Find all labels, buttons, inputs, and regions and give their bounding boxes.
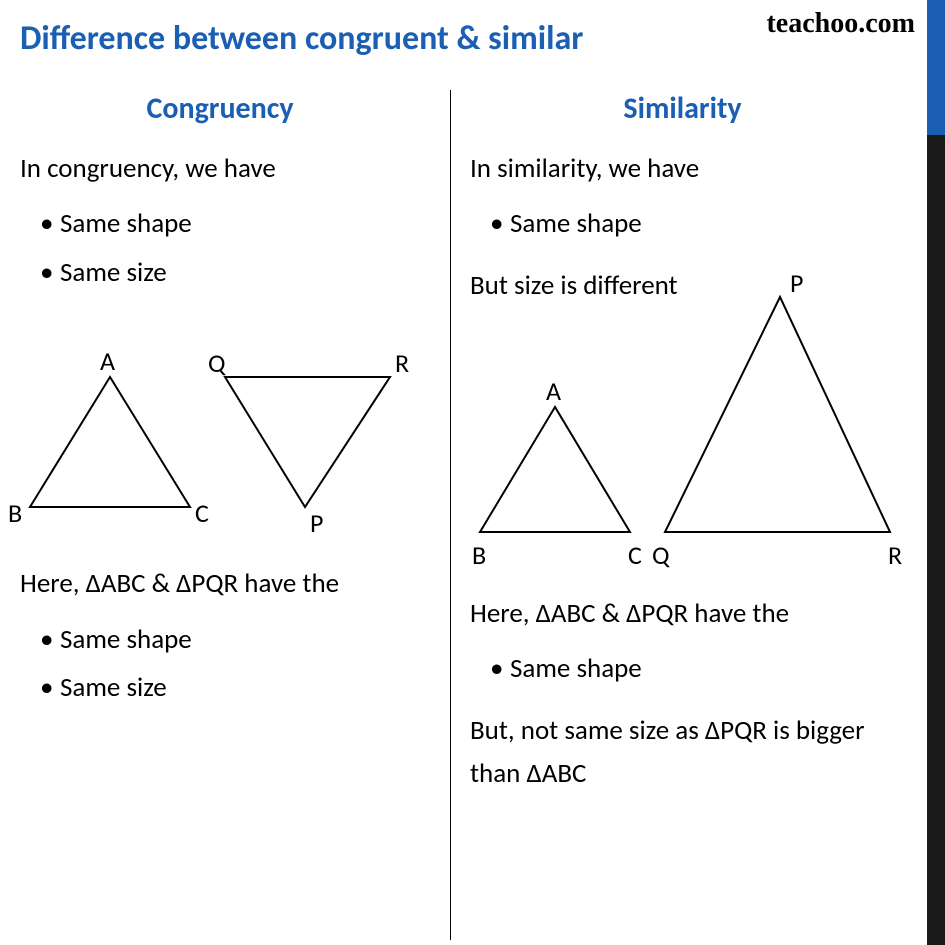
vertex-c2: C	[628, 539, 642, 571]
congruency-bullets-1: Same shape Same size	[60, 200, 420, 297]
congruency-heading: Congruency	[20, 90, 420, 127]
vertex-c: C	[195, 497, 209, 529]
vertex-a: A	[100, 345, 115, 377]
triangle-pqr	[225, 377, 390, 507]
list-item: Same size	[60, 249, 420, 298]
vertex-p2: P	[790, 267, 803, 299]
list-item: Same shape	[60, 616, 420, 665]
vertex-b: B	[8, 497, 22, 529]
list-item: Same size	[60, 664, 420, 713]
triangle-pqr-large	[665, 297, 890, 532]
similarity-conclusion-text: But, not same size as ΔPQR is bigger tha…	[470, 709, 895, 795]
similarity-column: Similarity In similarity, we have Same s…	[470, 90, 925, 805]
vertex-b2: B	[472, 539, 486, 571]
column-divider	[450, 90, 451, 940]
watermark: teachoo.com	[766, 8, 915, 40]
similarity-intro: In similarity, we have	[470, 147, 895, 190]
similarity-subtext: But size is different	[470, 264, 895, 307]
sidebar-dark	[927, 135, 945, 945]
similarity-heading: Similarity	[470, 90, 895, 127]
list-item: Same shape	[60, 200, 420, 249]
vertex-q: Q	[208, 347, 226, 379]
list-item: Same shape	[510, 645, 895, 694]
congruency-diagram: A B C Q R P	[20, 347, 420, 547]
similarity-bullets-2: Same shape	[510, 645, 895, 694]
vertex-r: R	[395, 347, 409, 379]
vertex-p: P	[310, 507, 323, 539]
triangle-abc-small	[480, 407, 630, 532]
triangle-abc	[30, 377, 190, 507]
congruency-intro: In congruency, we have	[20, 147, 420, 190]
list-item: Same shape	[510, 200, 895, 249]
congruency-column: Congruency In congruency, we have Same s…	[0, 90, 450, 728]
similarity-bullets-1: Same shape	[510, 200, 895, 249]
vertex-r2: R	[888, 539, 902, 571]
vertex-a2: A	[546, 375, 561, 407]
sidebar-blue	[927, 0, 945, 135]
page-title: Difference between congruent & similar	[20, 18, 583, 59]
vertex-q2: Q	[652, 539, 670, 571]
congruency-bullets-2: Same shape Same size	[60, 616, 420, 713]
similarity-diagram: A B C P Q R	[470, 317, 895, 577]
similarity-conclusion-intro: Here, ΔABC & ΔPQR have the	[470, 592, 895, 635]
congruency-conclusion-intro: Here, ΔABC & ΔPQR have the	[20, 562, 420, 605]
